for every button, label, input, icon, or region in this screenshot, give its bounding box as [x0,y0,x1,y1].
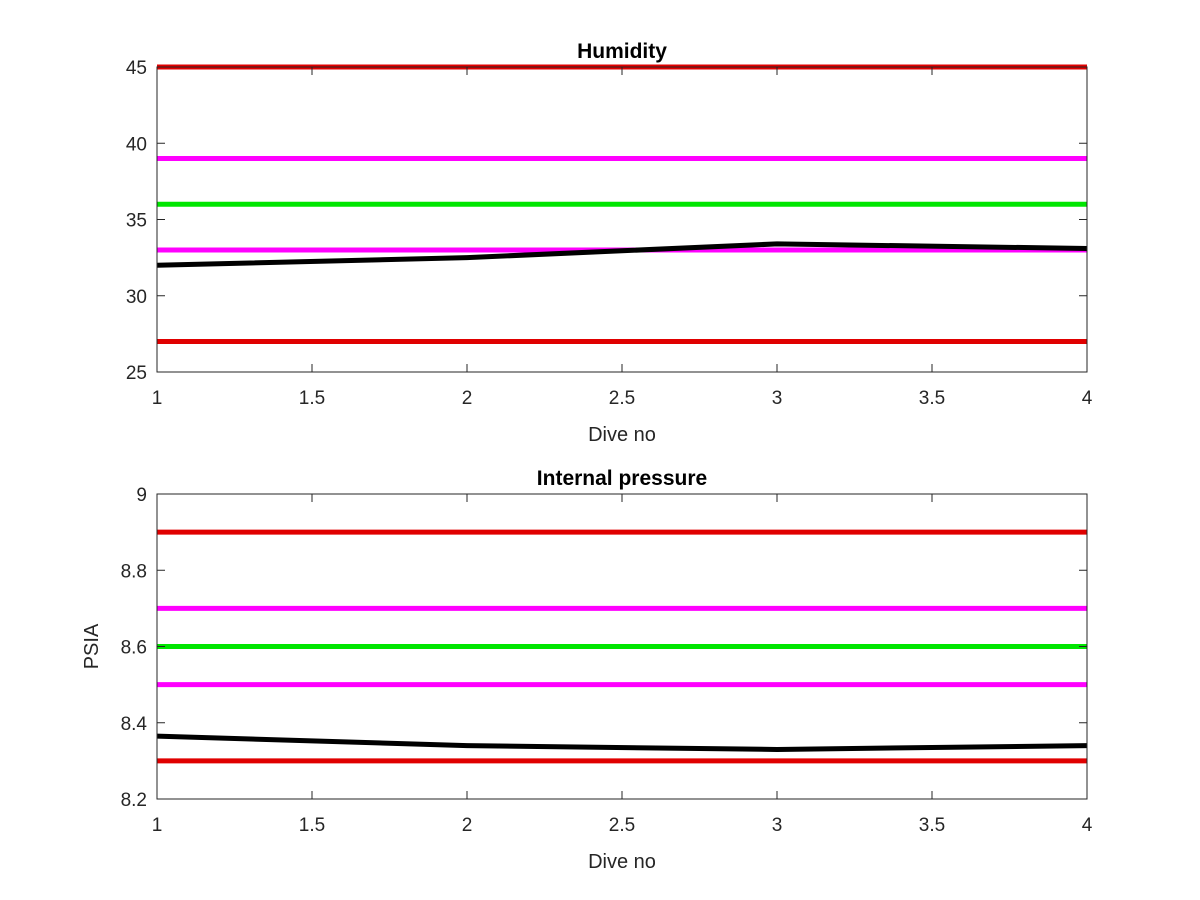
measurement-line [156,241,1088,268]
x-tick-label: 3 [772,388,783,409]
y-tick-label: 8.8 [121,561,147,582]
y-tick-label: 9 [136,485,147,506]
internal-pressure-chart: Internal pressure 1 1.5 2 2.5 3 3.5 4 8.2 8.4 8.6 8… [81,467,1093,873]
x-axis-label: Dive no [588,851,656,873]
x-tick-label: 1 [152,815,163,836]
y-tick-label: 45 [126,58,147,79]
y-tick-label: 8.2 [121,790,147,811]
y-tick-label: 25 [126,363,147,384]
x-tick-label: 2.5 [609,388,635,409]
y-tick-label: 40 [126,134,147,155]
x-tick-label: 1.5 [299,388,325,409]
x-tick-label: 4 [1082,388,1093,409]
y-tick-label: 30 [126,287,147,308]
y-tick-label: 8.4 [121,714,148,735]
y-tick-label: 35 [126,211,147,232]
x-tick-label: 1.5 [299,815,325,836]
x-tick-label: 2 [462,815,473,836]
x-tick-label: 3.5 [919,815,945,836]
x-tick-label: 3 [772,815,783,836]
y-axis-label: PSIA [81,623,103,669]
chart-title: Humidity [577,40,667,63]
x-axis-label: Dive no [588,424,656,446]
measurement-line [156,733,1088,752]
x-tick-label: 2 [462,388,473,409]
humidity-chart: Humidity 1 1.5 2 2.5 3 3.5 4 25 30 35 40 45 Dive no [126,40,1093,446]
y-tick-label: 8.6 [121,638,147,659]
x-tick-label: 4 [1082,815,1093,836]
x-tick-label: 3.5 [919,388,945,409]
x-tick-label: 2.5 [609,815,635,836]
chart-title: Internal pressure [537,467,707,490]
x-tick-label: 1 [152,388,163,409]
